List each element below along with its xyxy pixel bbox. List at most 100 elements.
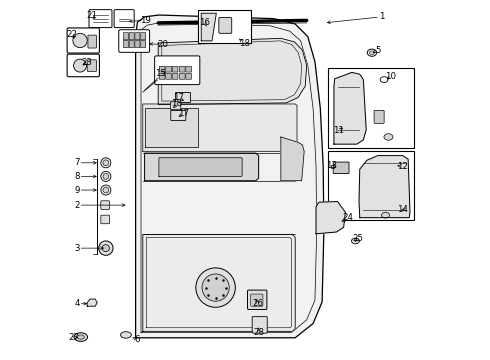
Circle shape <box>101 185 111 195</box>
FancyBboxPatch shape <box>141 33 146 40</box>
Circle shape <box>202 274 229 301</box>
FancyBboxPatch shape <box>333 162 349 174</box>
FancyBboxPatch shape <box>219 18 232 33</box>
Text: 25: 25 <box>353 234 364 243</box>
Text: 28: 28 <box>253 328 264 337</box>
Ellipse shape <box>382 212 390 218</box>
Circle shape <box>103 187 109 193</box>
FancyBboxPatch shape <box>129 41 134 48</box>
Circle shape <box>98 241 113 255</box>
FancyBboxPatch shape <box>251 294 263 306</box>
FancyBboxPatch shape <box>123 41 128 48</box>
FancyBboxPatch shape <box>141 41 146 48</box>
FancyBboxPatch shape <box>171 111 186 121</box>
FancyBboxPatch shape <box>88 35 97 48</box>
Text: 7: 7 <box>74 158 80 167</box>
Text: 5: 5 <box>375 46 380 55</box>
Polygon shape <box>136 15 324 338</box>
FancyBboxPatch shape <box>87 60 97 71</box>
Text: 6: 6 <box>134 335 140 344</box>
Polygon shape <box>146 108 197 147</box>
Text: 18: 18 <box>239 39 250 48</box>
Polygon shape <box>158 39 307 105</box>
Polygon shape <box>87 299 97 306</box>
FancyBboxPatch shape <box>186 66 192 72</box>
Text: 14: 14 <box>397 205 408 214</box>
Text: 17: 17 <box>173 93 184 102</box>
Polygon shape <box>359 156 410 218</box>
Circle shape <box>101 171 111 181</box>
Text: 27: 27 <box>68 333 79 342</box>
FancyBboxPatch shape <box>159 66 165 72</box>
Text: 4: 4 <box>74 299 80 308</box>
Text: 15: 15 <box>155 69 166 78</box>
FancyBboxPatch shape <box>247 290 267 310</box>
Text: 1: 1 <box>378 12 384 21</box>
FancyBboxPatch shape <box>114 10 134 28</box>
Circle shape <box>103 160 109 166</box>
FancyBboxPatch shape <box>186 73 192 79</box>
FancyBboxPatch shape <box>171 102 181 110</box>
FancyBboxPatch shape <box>172 66 178 72</box>
FancyBboxPatch shape <box>175 93 191 103</box>
Text: 20: 20 <box>158 40 169 49</box>
Polygon shape <box>143 104 297 151</box>
FancyBboxPatch shape <box>252 317 267 333</box>
FancyBboxPatch shape <box>155 56 200 85</box>
Text: 17: 17 <box>178 109 189 118</box>
Text: 12: 12 <box>397 162 408 171</box>
Circle shape <box>101 158 111 168</box>
Polygon shape <box>143 234 295 331</box>
Circle shape <box>102 244 109 252</box>
Text: 24: 24 <box>343 213 354 222</box>
Text: 22: 22 <box>66 30 77 39</box>
Text: 3: 3 <box>74 244 80 253</box>
Text: 11: 11 <box>334 126 344 135</box>
Polygon shape <box>316 202 345 234</box>
Text: 19: 19 <box>140 16 151 25</box>
Bar <box>328 68 414 148</box>
FancyBboxPatch shape <box>67 54 99 77</box>
Text: 8: 8 <box>74 172 80 181</box>
Text: 21: 21 <box>86 11 97 20</box>
Text: 10: 10 <box>385 72 396 81</box>
Polygon shape <box>201 13 216 41</box>
FancyBboxPatch shape <box>129 33 134 40</box>
FancyBboxPatch shape <box>135 33 140 40</box>
FancyBboxPatch shape <box>119 30 149 52</box>
Polygon shape <box>334 72 366 144</box>
Circle shape <box>74 59 87 72</box>
Text: 18: 18 <box>172 99 182 108</box>
Ellipse shape <box>121 332 131 338</box>
Text: 26: 26 <box>252 299 263 308</box>
Text: 16: 16 <box>199 18 210 27</box>
Circle shape <box>196 268 235 307</box>
Ellipse shape <box>351 238 359 244</box>
Ellipse shape <box>384 134 393 140</box>
FancyBboxPatch shape <box>159 73 165 79</box>
Polygon shape <box>159 158 242 176</box>
Ellipse shape <box>369 51 374 54</box>
FancyBboxPatch shape <box>179 66 185 72</box>
FancyBboxPatch shape <box>101 201 109 210</box>
FancyBboxPatch shape <box>166 73 171 79</box>
Ellipse shape <box>74 333 88 341</box>
Circle shape <box>103 174 109 179</box>
FancyBboxPatch shape <box>101 215 109 224</box>
FancyBboxPatch shape <box>172 73 178 79</box>
FancyBboxPatch shape <box>374 111 384 123</box>
Polygon shape <box>145 153 259 181</box>
Text: 2: 2 <box>74 201 80 210</box>
FancyBboxPatch shape <box>89 10 112 28</box>
FancyBboxPatch shape <box>135 41 140 48</box>
FancyBboxPatch shape <box>179 73 185 79</box>
Text: 13: 13 <box>326 161 337 170</box>
FancyBboxPatch shape <box>123 33 128 40</box>
Circle shape <box>73 33 87 48</box>
FancyBboxPatch shape <box>166 66 171 72</box>
Ellipse shape <box>368 49 377 56</box>
Ellipse shape <box>380 77 388 82</box>
FancyBboxPatch shape <box>67 28 99 53</box>
Ellipse shape <box>77 335 84 339</box>
Bar <box>197 10 251 43</box>
